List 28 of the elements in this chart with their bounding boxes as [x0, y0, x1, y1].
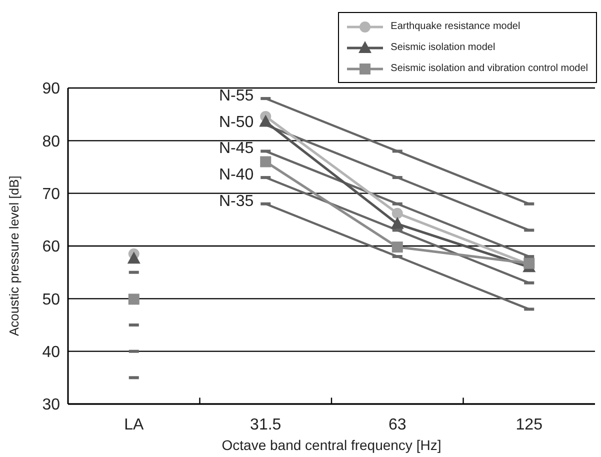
- y-tick-label: 50: [42, 291, 60, 308]
- x-tick-label: 125: [516, 416, 543, 434]
- series-label: N-50: [218, 114, 254, 131]
- point: [128, 294, 140, 305]
- y-tick-label: 90: [42, 80, 60, 98]
- x-tick-label: LA: [124, 416, 144, 434]
- point: [392, 242, 403, 253]
- y-tick-label: 70: [42, 186, 60, 204]
- point: [259, 114, 272, 127]
- y-tick-label: 80: [42, 133, 60, 150]
- y-tick-label: 40: [42, 344, 60, 362]
- legend-label: Earthquake resistance model: [390, 21, 520, 32]
- y-axis-title: Acoustic pressure level [dB]: [6, 176, 22, 336]
- point: [390, 216, 404, 229]
- point: [127, 252, 140, 264]
- series-label: N-40: [218, 166, 254, 184]
- y-tick-label: 60: [42, 238, 60, 256]
- x-tick-label: 31.5: [250, 416, 282, 434]
- legend-label: Seismic isolation model: [390, 42, 496, 53]
- series-label: N-55: [218, 88, 254, 105]
- x-axis-title: Octave band central frequency [Hz]: [222, 437, 442, 453]
- x-tick-label: 63: [388, 416, 406, 434]
- series-label: N-45: [218, 140, 254, 158]
- point: [392, 208, 403, 219]
- point: [260, 156, 272, 168]
- y-tick-label: 30: [42, 396, 60, 414]
- series-label: N-35: [218, 192, 254, 210]
- legend-label: Seismic isolation and vibration control model: [390, 63, 588, 74]
